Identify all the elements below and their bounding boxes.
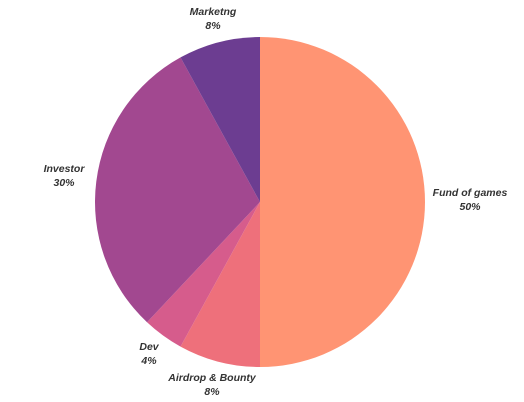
pie-slices [95,37,425,367]
pie-slice-marketng[interactable] [180,37,260,202]
slice-value-airdrop-bounty: 8% [204,386,220,398]
slice-label-marketng: Marketng [190,6,237,18]
pie-slice-airdrop-bounty[interactable] [180,202,260,367]
slice-label-investor: Investor [44,163,86,175]
slice-value-fund-of-games: 50% [459,201,481,213]
slice-value-investor: 30% [53,177,75,189]
slice-label-fund-of-games: Fund of games [433,187,508,199]
slice-value-marketng: 8% [205,20,221,32]
slice-label-dev: Dev [139,341,159,353]
pie-slice-fund-of-games[interactable] [260,37,425,367]
pie-slice-investor[interactable] [95,57,261,323]
slice-label-airdrop-bounty: Airdrop & Bounty [167,372,257,384]
pie-slice-dev[interactable] [147,202,260,347]
slice-value-dev: 4% [140,355,157,367]
pie-labels: Fund of games 50% Airdrop & Bounty 8% Dev 4% I… [44,6,508,398]
